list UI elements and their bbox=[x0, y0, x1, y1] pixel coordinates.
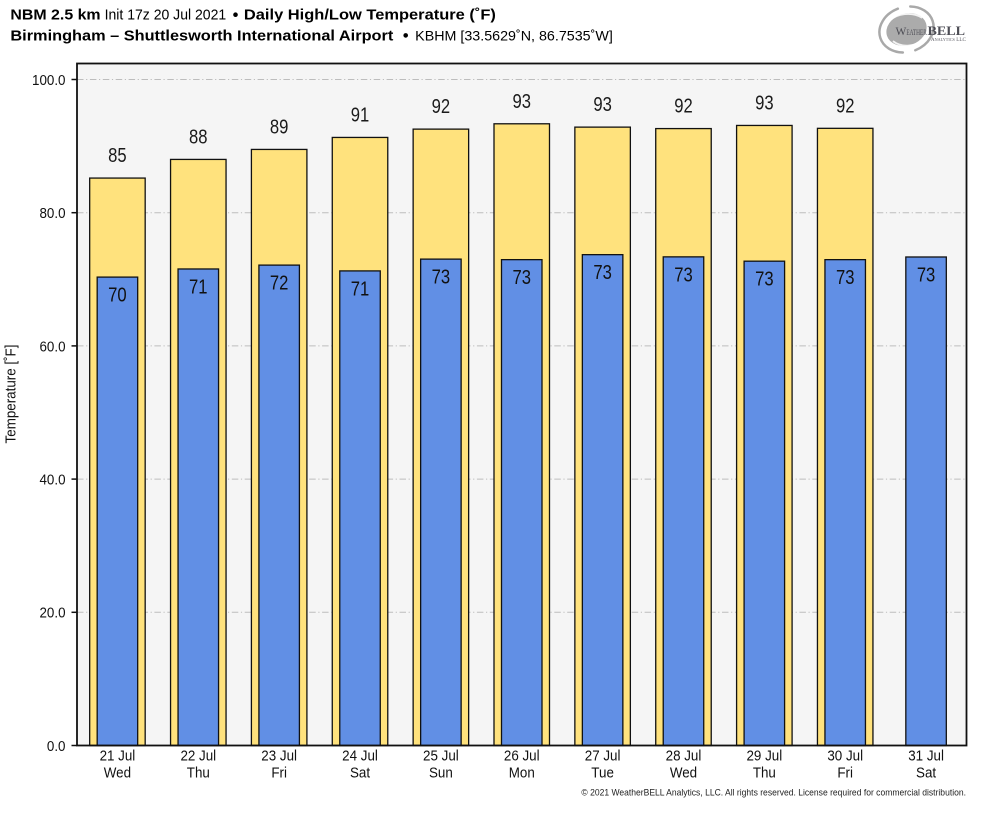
svg-text:Fri: Fri bbox=[271, 764, 287, 781]
svg-text:31 Jul: 31 Jul bbox=[908, 747, 944, 764]
svg-text:© 2021 WeatherBELL Analytics,: © 2021 WeatherBELL Analytics, LLC. All r… bbox=[581, 787, 966, 798]
svg-text:92: 92 bbox=[836, 95, 855, 117]
svg-text:73: 73 bbox=[432, 267, 451, 289]
svg-text:Fri: Fri bbox=[837, 764, 853, 781]
svg-text:93: 93 bbox=[593, 94, 612, 116]
svg-text:72: 72 bbox=[270, 273, 289, 295]
svg-text:Thu: Thu bbox=[187, 764, 210, 781]
svg-text:29 Jul: 29 Jul bbox=[746, 747, 782, 764]
svg-text:91: 91 bbox=[351, 104, 370, 126]
svg-text:28 Jul: 28 Jul bbox=[666, 747, 702, 764]
svg-text:Sun: Sun bbox=[429, 764, 453, 781]
svg-text:23 Jul: 23 Jul bbox=[261, 747, 297, 764]
svg-text:Sat: Sat bbox=[916, 764, 937, 781]
svg-text:73: 73 bbox=[513, 267, 532, 289]
svg-text:40.0: 40.0 bbox=[40, 472, 66, 489]
svg-text:70: 70 bbox=[108, 285, 127, 307]
svg-text:21 Jul: 21 Jul bbox=[100, 747, 136, 764]
svg-text:Birmingham – Shuttlesworth Int: Birmingham – Shuttlesworth International… bbox=[10, 27, 393, 44]
svg-text:60.0: 60.0 bbox=[40, 338, 66, 355]
svg-text:Thu: Thu bbox=[753, 764, 776, 781]
svg-text:25 Jul: 25 Jul bbox=[423, 747, 459, 764]
svg-text:WEATHER: WEATHER bbox=[896, 26, 928, 38]
svg-text:89: 89 bbox=[270, 116, 289, 138]
svg-text:Init 17z 20 Jul 2021: Init 17z 20 Jul 2021 bbox=[105, 7, 227, 24]
svg-text:22 Jul: 22 Jul bbox=[180, 747, 216, 764]
svg-text:80.0: 80.0 bbox=[40, 205, 66, 222]
svg-text:100.0: 100.0 bbox=[32, 72, 66, 89]
svg-text:Wed: Wed bbox=[670, 764, 697, 781]
svg-text:Temperature [˚F]: Temperature [˚F] bbox=[3, 345, 20, 444]
svg-text:NBM 2.5 km: NBM 2.5 km bbox=[10, 7, 100, 24]
svg-text:30 Jul: 30 Jul bbox=[827, 747, 863, 764]
svg-text:27 Jul: 27 Jul bbox=[585, 747, 621, 764]
svg-text:73: 73 bbox=[836, 267, 855, 289]
svg-text:Tue: Tue bbox=[591, 764, 614, 781]
svg-text:BELL: BELL bbox=[928, 24, 966, 38]
svg-text:92: 92 bbox=[432, 96, 451, 118]
svg-text:73: 73 bbox=[674, 264, 693, 286]
svg-text:73: 73 bbox=[593, 262, 612, 284]
svg-text:Wed: Wed bbox=[104, 764, 131, 781]
svg-text:73: 73 bbox=[917, 264, 936, 286]
svg-text:73: 73 bbox=[755, 269, 774, 291]
svg-text:Daily High/Low Temperature (˚F: Daily High/Low Temperature (˚F) bbox=[244, 7, 496, 24]
svg-text:24 Jul: 24 Jul bbox=[342, 747, 378, 764]
svg-text:0.0: 0.0 bbox=[47, 738, 66, 755]
svg-text:93: 93 bbox=[513, 91, 532, 113]
svg-text:85: 85 bbox=[108, 145, 127, 167]
svg-text:20.0: 20.0 bbox=[40, 605, 66, 622]
svg-text:26 Jul: 26 Jul bbox=[504, 747, 540, 764]
svg-text:71: 71 bbox=[351, 278, 370, 300]
svg-text:71: 71 bbox=[189, 276, 208, 298]
svg-text:Mon: Mon bbox=[509, 764, 535, 781]
svg-text:92: 92 bbox=[674, 96, 693, 118]
svg-text:KBHM [33.5629˚N, 86.7535˚W]: KBHM [33.5629˚N, 86.7535˚W] bbox=[415, 27, 613, 43]
svg-text:ANALYTICS LLC: ANALYTICS LLC bbox=[931, 37, 967, 43]
svg-text:88: 88 bbox=[189, 126, 208, 148]
svg-text:Sat: Sat bbox=[350, 764, 371, 781]
svg-text:93: 93 bbox=[755, 92, 774, 114]
